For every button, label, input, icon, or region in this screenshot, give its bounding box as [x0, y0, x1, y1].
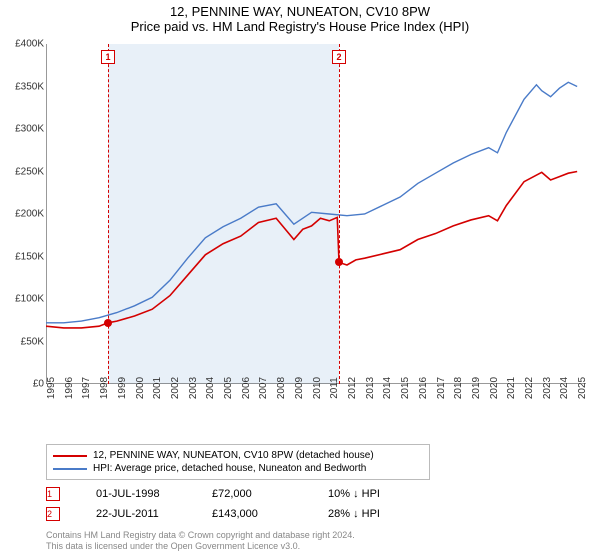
event-pct: 10% ↓ HPI: [328, 488, 416, 500]
plot-area: £0£50K£100K£150K£200K£250K£300K£350K£400…: [46, 44, 586, 384]
legend-swatch: [53, 455, 87, 457]
y-tick-label: £200K: [15, 209, 44, 220]
legend-swatch: [53, 468, 87, 470]
event-date: 01-JUL-1998: [96, 488, 184, 500]
y-tick-label: £100K: [15, 294, 44, 305]
event-date: 22-JUL-2011: [96, 508, 184, 520]
event-pct: 28% ↓ HPI: [328, 508, 416, 520]
credits-line1: Contains HM Land Registry data © Crown c…: [46, 530, 355, 541]
marker-line: [339, 44, 340, 384]
event-price: £72,000: [212, 488, 300, 500]
event-marker-box: 1: [46, 487, 60, 501]
chart-container: 12, PENNINE WAY, NUNEATON, CV10 8PW Pric…: [0, 0, 600, 560]
credits: Contains HM Land Registry data © Crown c…: [46, 530, 355, 553]
y-tick-label: £250K: [15, 166, 44, 177]
line-series-svg: [46, 44, 586, 384]
legend-row: HPI: Average price, detached house, Nune…: [53, 462, 423, 475]
chart-title: 12, PENNINE WAY, NUNEATON, CV10 8PW: [0, 0, 600, 19]
y-axis: £0£50K£100K£150K£200K£250K£300K£350K£400…: [2, 44, 46, 384]
y-tick-label: £400K: [15, 39, 44, 50]
y-tick-label: £350K: [15, 81, 44, 92]
marker-box: 1: [101, 50, 115, 64]
event-row: 2 22-JUL-2011 £143,000 28% ↓ HPI: [46, 504, 416, 524]
credits-line2: This data is licensed under the Open Gov…: [46, 541, 355, 552]
event-price: £143,000: [212, 508, 300, 520]
x-axis: 1995199619971998199920002001200220032004…: [46, 384, 586, 444]
y-tick-label: £300K: [15, 124, 44, 135]
legend-label: 12, PENNINE WAY, NUNEATON, CV10 8PW (det…: [93, 450, 374, 461]
y-tick-label: £0: [33, 379, 44, 390]
legend-row: 12, PENNINE WAY, NUNEATON, CV10 8PW (det…: [53, 449, 423, 462]
event-row: 1 01-JUL-1998 £72,000 10% ↓ HPI: [46, 484, 416, 504]
event-marker-box: 2: [46, 507, 60, 521]
marker-box: 2: [332, 50, 346, 64]
event-table: 1 01-JUL-1998 £72,000 10% ↓ HPI 2 22-JUL-2011…: [46, 484, 416, 524]
chart-subtitle: Price paid vs. HM Land Registry's House …: [0, 19, 600, 40]
y-tick-label: £150K: [15, 251, 44, 262]
marker-line: [108, 44, 109, 384]
event-dot: [335, 258, 343, 266]
event-dot: [104, 319, 112, 327]
legend: 12, PENNINE WAY, NUNEATON, CV10 8PW (det…: [46, 444, 430, 480]
legend-label: HPI: Average price, detached house, Nune…: [93, 463, 366, 474]
y-tick-label: £50K: [21, 336, 44, 347]
